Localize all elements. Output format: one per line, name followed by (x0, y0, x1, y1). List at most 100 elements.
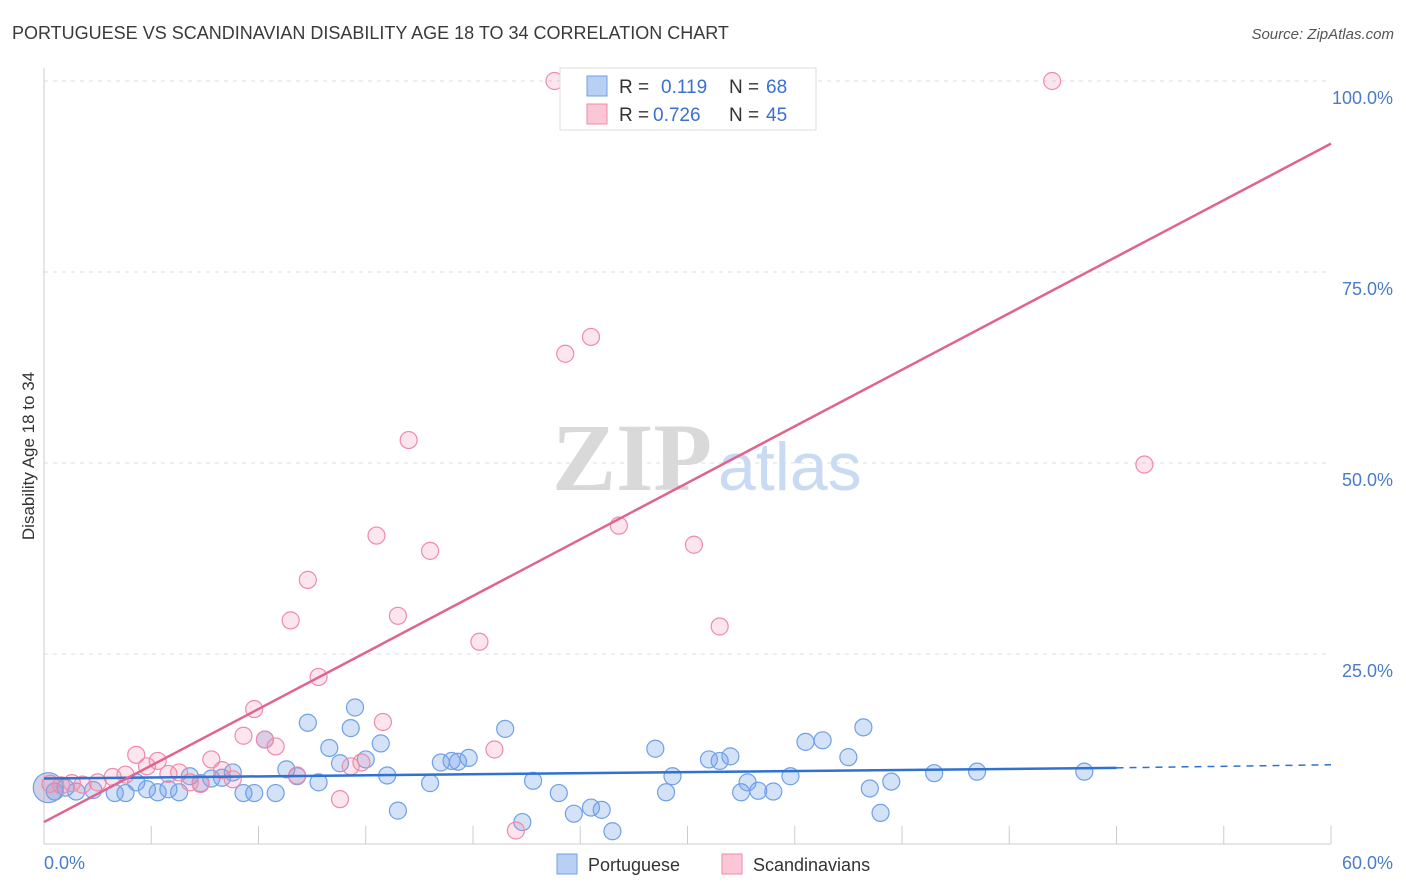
chart-title: PORTUGUESE VS SCANDINAVIAN DISABILITY AG… (12, 23, 729, 43)
portuguese-point-30 (371, 734, 390, 753)
legend-swatch-scandinavians (586, 103, 608, 125)
y-tick-label-50: 50.0% (1342, 470, 1393, 490)
portuguese-point-43 (581, 798, 601, 817)
portuguese-point-26 (330, 754, 350, 773)
legend-n-label-portuguese: N = (729, 77, 759, 98)
scandinavians-point-13 (191, 774, 210, 793)
portuguese-point-59 (839, 748, 858, 767)
portuguese-point-60 (854, 718, 873, 737)
portuguese-trend-line (43, 766, 1117, 780)
portuguese-point-17 (234, 783, 253, 803)
trend-lines (43, 142, 1332, 824)
scandinavians-point-23 (298, 570, 317, 589)
scandinavians-point-14 (202, 750, 221, 769)
scandinavians-point-31 (399, 430, 418, 450)
series-legend: Portuguese Scandinavians (556, 853, 870, 875)
watermark-atlas: atlas (718, 429, 862, 505)
portuguese-point-40 (523, 771, 543, 790)
scandinavians-point-30 (388, 606, 408, 625)
portuguese-point-33 (421, 774, 440, 793)
y-tick-label-75: 75.0% (1342, 279, 1393, 299)
legend-r-value-scandinavians: 0.726 (653, 105, 701, 126)
scandinavians-point-33 (470, 632, 489, 651)
portuguese-point-45 (603, 822, 622, 841)
portuguese-point-27 (341, 719, 360, 738)
portuguese-point-58 (813, 731, 832, 750)
portuguese-point-10 (159, 780, 178, 799)
legend-r-value-portuguese: 0.119 (661, 77, 707, 98)
portuguese-point-64 (925, 764, 944, 783)
y-tick-label-100: 100.0% (1332, 88, 1393, 108)
portuguese-point-61 (860, 779, 879, 798)
portuguese-point-44 (592, 800, 611, 819)
scandinavians-point-29 (373, 712, 393, 732)
scandinavians-point-7 (127, 745, 146, 764)
x-tick-label-max: 60.0% (1342, 853, 1393, 873)
stats-legend: R = 0.119 N = 68 R = 0.726 N = 45 (559, 67, 817, 131)
portuguese-point-25 (320, 738, 339, 758)
portuguese-point-35 (442, 751, 461, 771)
portuguese-point-46 (646, 739, 665, 758)
portuguese-point-8 (137, 780, 157, 799)
portuguese-point-36 (448, 752, 468, 771)
bottom-legend-label-scandinavians: Scandinavians (753, 855, 870, 875)
watermark-zip: ZIP (552, 404, 712, 511)
portuguese-point-18 (245, 783, 264, 803)
portuguese-point-41 (549, 783, 568, 803)
legend-n-label-scandinavians: N = (729, 105, 759, 126)
bottom-legend-label-portuguese: Portuguese (588, 855, 680, 875)
portuguese-point-55 (764, 782, 783, 801)
portuguese-point-50 (710, 751, 729, 771)
portuguese-point-9 (148, 783, 167, 802)
portuguese-point-51 (721, 747, 740, 766)
chart-source: Source: ZipAtlas.com (1251, 26, 1394, 43)
scandinavians-point-43 (1135, 455, 1154, 474)
portuguese-point-63 (882, 772, 901, 791)
scandinavians-point-32 (421, 541, 440, 560)
portuguese-point-47 (656, 783, 676, 802)
portuguese-point-62 (871, 803, 890, 823)
portuguese-point-42 (564, 804, 583, 823)
portuguese-point-0 (32, 772, 64, 804)
portuguese-point-23 (298, 713, 317, 732)
legend-r-label-portuguese: R = (619, 77, 649, 98)
y-tick-labels: 100.0% 75.0% 50.0% 25.0% (1332, 88, 1393, 681)
bottom-legend-swatch-scandinavians (721, 853, 743, 875)
scandinavians-point-25 (330, 790, 350, 809)
scandinavians-point-41 (710, 617, 729, 636)
scandinavians-point-42 (1043, 71, 1062, 91)
x-tick-label-min: 0.0% (44, 853, 85, 873)
scandinavians-point-21 (281, 611, 300, 630)
portuguese-point-20 (266, 783, 285, 803)
y-axis-label: Disability Age 18 to 34 (19, 372, 38, 540)
legend-n-value-scandinavians: 45 (766, 105, 787, 126)
portuguese-point-57 (796, 732, 815, 751)
scandinavians-point-19 (255, 730, 275, 749)
bottom-legend-swatch-portuguese (556, 853, 578, 875)
portuguese-point-28 (345, 698, 365, 717)
scandinavians-point-16 (223, 770, 242, 789)
scandinavians-point-17 (234, 726, 253, 745)
scandinavians-point-3 (73, 775, 92, 794)
portuguese-point-32 (388, 801, 408, 820)
gridlines (44, 80, 1331, 655)
portuguese-point-66 (1075, 762, 1094, 781)
portuguese-point-54 (749, 781, 768, 800)
x-axis-ticks (150, 826, 1332, 844)
scandinavians-point-34 (485, 740, 504, 759)
scandinavians-point-40 (684, 535, 704, 554)
portuguese-point-37 (459, 748, 478, 768)
y-tick-label-25: 25.0% (1342, 661, 1393, 681)
portuguese-point-65 (967, 762, 987, 781)
scandinavians-point-38 (581, 327, 601, 347)
portuguese-point-21 (277, 760, 296, 779)
scandinavians-point-20 (266, 737, 285, 756)
legend-n-value-portuguese: 68 (766, 77, 787, 98)
scandinavians-trend-line (43, 142, 1332, 824)
portuguese-point-48 (663, 767, 682, 786)
scandinavians-point-1 (52, 776, 71, 795)
legend-r-label-scandinavians: R = (619, 105, 649, 126)
scandinavians-point-37 (556, 344, 575, 363)
portuguese-point-38 (496, 719, 515, 738)
portuguese-point-6 (116, 783, 135, 803)
